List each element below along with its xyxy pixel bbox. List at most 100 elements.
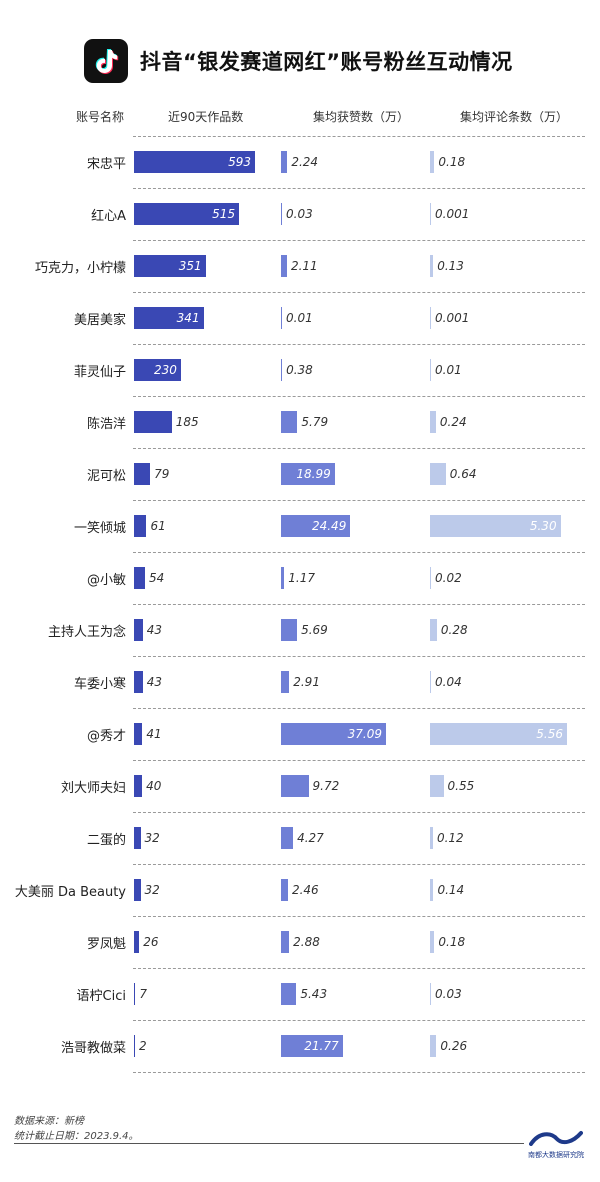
row-separator [133, 136, 585, 137]
likes-value-label: 2.91 [293, 675, 320, 689]
account-name: 二蛋的 [86, 833, 126, 848]
account-name: 泥可松 [86, 469, 126, 484]
org-logo: 南都大数据研究院 [526, 1130, 586, 1160]
works-value-label: 32 [144, 831, 160, 845]
likes-bar [281, 463, 335, 485]
row-separator [133, 916, 585, 917]
likes-bar [281, 879, 288, 901]
comments-bar [430, 775, 444, 797]
likes-value-label: 2.11 [290, 259, 318, 273]
row-separator [133, 1020, 585, 1021]
likes-bar [281, 775, 309, 797]
comments-value-label: 0.01 [435, 363, 462, 377]
likes-value-label: 37.09 [347, 727, 382, 741]
comments-value-label: 0.24 [439, 415, 467, 429]
row-separator [133, 864, 585, 865]
comments-bar [430, 567, 431, 589]
works-bar [134, 151, 255, 173]
likes-bar [281, 255, 287, 277]
account-name: 红心A [91, 209, 126, 224]
row-separator [133, 240, 585, 241]
works-bar [134, 827, 141, 849]
row-separator [133, 292, 585, 293]
comments-bar [430, 983, 431, 1005]
likes-bar [281, 619, 298, 641]
account-name: 大美丽 Da Beauty [14, 885, 126, 900]
likes-value-label: 5.69 [301, 623, 328, 637]
likes-bar [281, 359, 283, 381]
row-separator [133, 448, 585, 449]
likes-bar [281, 151, 288, 173]
works-bar [134, 931, 140, 953]
works-value-label: 40 [146, 779, 162, 793]
works-bar [134, 463, 151, 485]
works-value-label: 26 [143, 935, 159, 949]
account-name: 陈浩洋 [86, 417, 126, 432]
account-name: 罗凤魁 [86, 937, 126, 952]
likes-bar [281, 203, 282, 225]
comments-bar [430, 723, 567, 745]
comments-value-label: 0.14 [437, 883, 465, 897]
account-name: 刘大师夫妇 [60, 781, 126, 796]
account-name: @小敏 [86, 573, 126, 588]
likes-bar [281, 671, 290, 693]
likes-bar [281, 1035, 343, 1057]
account-name: 语柠Cici [76, 989, 126, 1004]
row-separator [133, 500, 585, 501]
works-value-label: 341 [176, 311, 200, 325]
likes-value-label: 9.72 [312, 779, 340, 793]
likes-value-label: 1.17 [288, 571, 316, 585]
works-bar [134, 879, 141, 901]
works-bar [134, 307, 204, 329]
comments-bar [430, 359, 431, 381]
row-separator [133, 812, 585, 813]
footer-divider [14, 1143, 524, 1144]
comments-value-label: 0.18 [438, 155, 466, 169]
likes-bar [281, 567, 285, 589]
likes-value-label: 18.99 [296, 467, 331, 481]
account-name: 车委小寒 [73, 677, 126, 692]
works-bar [134, 359, 181, 381]
comments-value-label: 0.13 [437, 259, 464, 273]
comments-bar [430, 411, 436, 433]
row-separator [133, 1072, 585, 1073]
comments-bar [430, 827, 433, 849]
comments-value-label: 0.001 [435, 311, 470, 325]
likes-bar [281, 983, 297, 1005]
comments-value-label: 0.12 [436, 831, 464, 845]
row-separator [133, 344, 585, 345]
footer-date: 统计截止日期：2023.9.4。 [14, 1131, 139, 1142]
likes-value-label: 0.03 [286, 207, 313, 221]
comments-value-label: 0.26 [440, 1039, 468, 1053]
comments-bar [430, 1035, 437, 1057]
account-name: 美居美家 [73, 313, 126, 328]
likes-value-label: 0.38 [286, 363, 313, 377]
footer-source: 数据来源：新榜 [14, 1116, 84, 1127]
works-bar [134, 203, 240, 225]
comments-bar [430, 931, 435, 953]
likes-bar [281, 827, 294, 849]
likes-value-label: 5.79 [301, 415, 329, 429]
works-value-label: 593 [228, 155, 251, 169]
org-name: 南都大数据研究院 [528, 1151, 584, 1159]
account-name: 宋忠平 [86, 157, 126, 172]
row-separator [133, 552, 585, 553]
account-name: 一笑倾城 [73, 521, 126, 536]
comments-value-label: 0.001 [435, 207, 470, 221]
works-bar [134, 515, 147, 537]
works-bar [134, 775, 143, 797]
comments-value-label: 5.56 [536, 727, 563, 741]
comments-bar [430, 619, 437, 641]
works-value-label: 185 [175, 415, 199, 429]
likes-value-label: 2.88 [293, 935, 320, 949]
works-value-label: 43 [146, 675, 163, 689]
wave-logo-icon [529, 1131, 583, 1146]
likes-value-label: 4.27 [297, 831, 324, 845]
works-bar [134, 723, 143, 745]
works-bar [134, 983, 136, 1005]
row-separator [133, 396, 585, 397]
comments-value-label: 0.18 [438, 935, 466, 949]
likes-bar [281, 411, 298, 433]
works-bar [134, 567, 145, 589]
works-value-label: 79 [154, 467, 170, 481]
